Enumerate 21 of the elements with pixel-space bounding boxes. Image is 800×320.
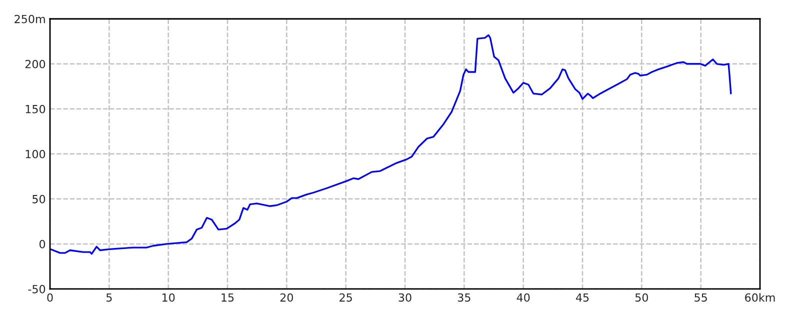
y-tick-label: 250m <box>14 14 45 24</box>
x-tick-label: 0 <box>47 293 53 302</box>
x-tick-label: 45 <box>576 293 589 302</box>
y-tick-label: 50 <box>32 194 46 204</box>
x-tick-label: 40 <box>516 293 530 302</box>
y-tick-label: 150 <box>26 104 46 114</box>
x-tick-label: 25 <box>340 293 352 302</box>
x-tick-label: 15 <box>222 293 234 302</box>
y-tick-label: 0 <box>39 240 46 248</box>
x-tick-label: 30 <box>398 293 412 302</box>
x-tick-label: 10 <box>162 293 175 302</box>
line-series <box>50 34 732 255</box>
x-tick-label: 5 <box>106 293 112 302</box>
x-tick-label: 35 <box>458 293 470 302</box>
x-tick-label: 20 <box>280 293 293 302</box>
y-tick-label: -50 <box>28 284 46 294</box>
y-tick-label: 200 <box>25 60 46 68</box>
y-tick-label: 100 <box>26 150 46 158</box>
x-tick-label: 50 <box>635 293 648 302</box>
x-tick-label: 55 <box>694 293 707 302</box>
x-tick-label: 60km <box>745 293 775 302</box>
